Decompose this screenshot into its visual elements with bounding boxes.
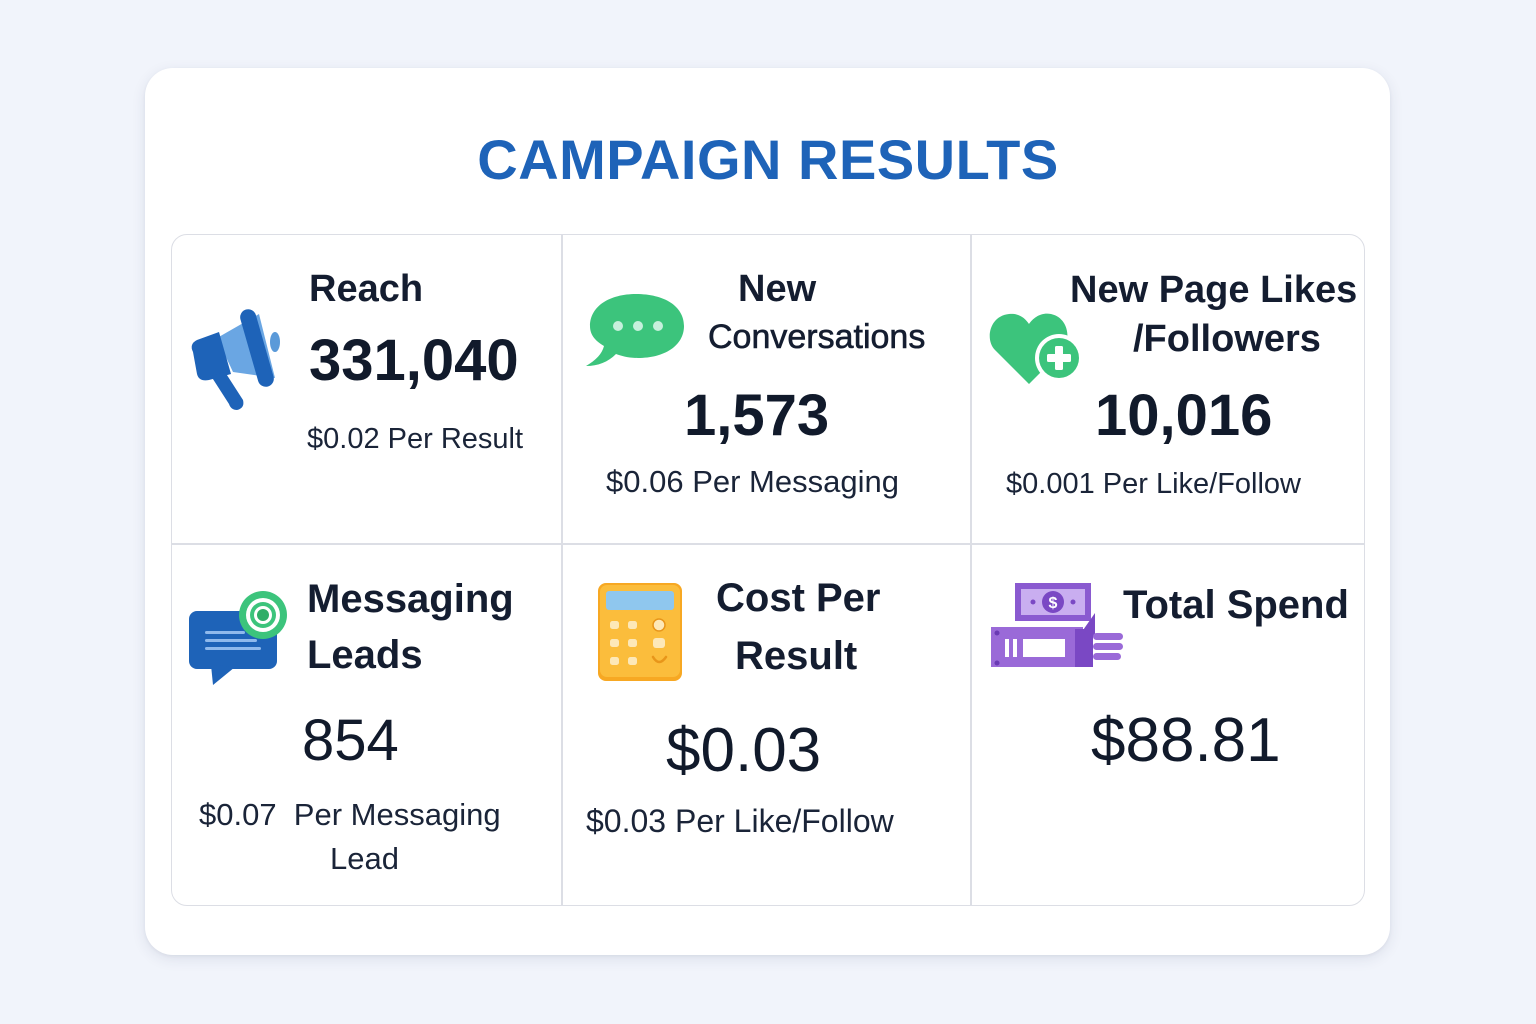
calculator-icon (598, 583, 682, 681)
metric-card-messaging-leads: Messaging Leads 854 $0.07 Per Messaging … (171, 543, 561, 906)
metric-value: 331,040 (309, 328, 519, 393)
metric-value: 854 (302, 708, 399, 773)
metric-label-line2: /Followers (1133, 318, 1321, 360)
metric-value: $0.03 (666, 716, 822, 785)
metric-label-line1: Cost Per (716, 576, 881, 620)
metric-label-line2: Conversations (708, 318, 926, 357)
metric-subtext: $0.03 Per Like/Follow (586, 803, 894, 839)
money-hand-icon: $ (991, 583, 1123, 667)
metric-value: 10,016 (1095, 383, 1273, 448)
metric-label: Total Spend (1123, 583, 1349, 627)
metric-label-line2: Result (735, 634, 858, 678)
chat-bubble-icon (586, 294, 684, 366)
svg-text:$: $ (1049, 595, 1058, 612)
grid-divider (561, 234, 563, 906)
metric-label-line2: Leads (307, 633, 423, 677)
metric-label-line1: Messaging (307, 577, 514, 621)
metric-subtext-line1: $0.07 Per Messaging (199, 797, 501, 832)
metric-card-total-spend: $ Total Spend $88.81 (971, 543, 1365, 906)
metric-card-page-likes: New Page Likes /Followers 10,016 $0.001 … (971, 234, 1365, 543)
metric-card-new-conversations: New Conversations 1,573 $0.06 Per Messag… (562, 234, 970, 543)
metric-card-reach: Reach 331,040 $0.02 Per Result (171, 234, 561, 543)
metric-card-cost-per-result: Cost Per Result $0.03 $0.03 Per Like/Fol… (562, 543, 970, 906)
metric-subtext: $0.001 Per Like/Follow (1006, 468, 1301, 500)
metric-subtext-line2: Lead (330, 841, 399, 876)
page-title: CAMPAIGN RESULTS (477, 128, 1059, 191)
metric-value: 1,573 (684, 383, 830, 448)
metric-value: $88.81 (1091, 706, 1281, 775)
metrics-grid (171, 234, 1365, 906)
metric-label-line1: New Page Likes (1070, 269, 1358, 311)
metric-label: Reach (309, 268, 424, 310)
metric-label-line1: New (738, 268, 817, 310)
grid-divider (171, 543, 1365, 545)
message-target-icon (189, 591, 287, 685)
megaphone-icon (191, 309, 280, 410)
metric-subtext: $0.06 Per Messaging (606, 464, 899, 499)
metric-subtext: $0.02 Per Result (307, 423, 524, 455)
results-card (145, 68, 1390, 955)
grid-divider (970, 234, 972, 906)
heart-plus-icon (989, 313, 1083, 384)
